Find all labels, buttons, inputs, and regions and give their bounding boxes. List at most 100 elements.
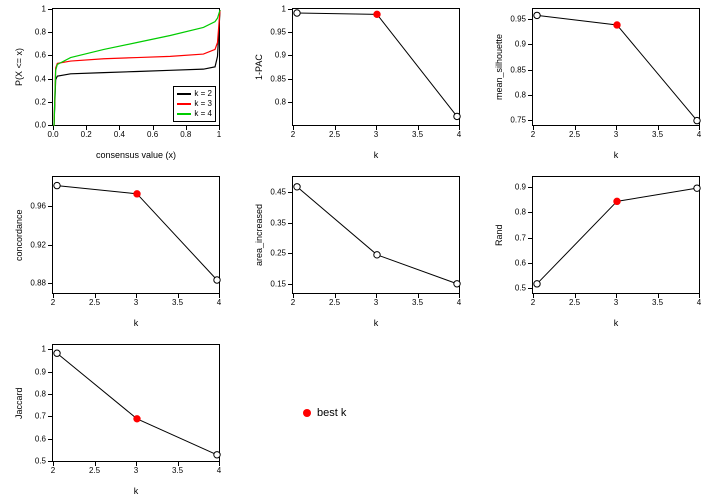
plot-area — [292, 8, 460, 126]
ytick-label: 0.8 — [26, 390, 46, 399]
xtick-label: 2 — [531, 298, 535, 307]
legend-swatch — [177, 93, 191, 95]
xtick-label: 3 — [614, 130, 618, 139]
xtick-label: 4 — [697, 130, 701, 139]
xtick-label: 3.5 — [412, 130, 423, 139]
ytick-label: 0.7 — [506, 233, 526, 242]
data-point — [214, 277, 220, 283]
series-line — [537, 15, 697, 120]
xtick-label: 2.5 — [569, 130, 580, 139]
panel-jaccard: 0.50.60.70.80.9122.533.54Jaccardk — [0, 336, 240, 504]
xtick-label: 3 — [614, 298, 618, 307]
plot-svg — [533, 9, 701, 127]
ytick-label: 1 — [26, 5, 46, 14]
panel-legend: best k — [240, 336, 480, 504]
series-line — [57, 186, 217, 280]
ytick-label: 1 — [266, 5, 286, 14]
xtick-label: 1 — [217, 130, 221, 139]
best-k-point — [134, 416, 140, 422]
plot-area — [52, 344, 220, 462]
cdf-legend: k = 2k = 3k = 4 — [173, 86, 216, 122]
best-k-legend: best k — [300, 406, 346, 420]
panel-mean-silhouette: 0.750.80.850.90.9522.533.54mean_silhouet… — [480, 0, 720, 168]
ytick-label: 0.6 — [26, 434, 46, 443]
data-point — [54, 182, 60, 188]
ytick-label: 0.25 — [266, 249, 286, 258]
xtick-label: 2.5 — [329, 130, 340, 139]
plot-svg — [293, 9, 461, 127]
y-axis-label: mean_silhouette — [494, 8, 504, 126]
xtick-label: 2.5 — [329, 298, 340, 307]
panel-area-increased: 0.150.250.350.4522.533.54area_increasedk — [240, 168, 480, 336]
data-point — [294, 10, 300, 16]
x-axis-label: k — [52, 486, 220, 496]
plot-area — [292, 176, 460, 294]
best-k-point — [134, 191, 140, 197]
data-point — [534, 12, 540, 18]
ytick-label: 0.9 — [26, 367, 46, 376]
ytick-label: 1 — [26, 345, 46, 354]
xtick-label: 3 — [374, 130, 378, 139]
data-point — [534, 281, 540, 287]
panel-cdf: 0.00.20.40.60.810.00.20.40.60.81P(X <= x… — [0, 0, 240, 168]
ytick-label: 0.5 — [506, 283, 526, 292]
data-point — [454, 113, 460, 119]
xtick-label: 2 — [51, 298, 55, 307]
plot-area — [52, 176, 220, 294]
legend-swatch — [177, 113, 191, 115]
y-axis-label: Jaccard — [14, 344, 24, 462]
xtick-label: 0.2 — [81, 130, 92, 139]
data-point — [294, 184, 300, 190]
data-point — [214, 452, 220, 458]
plot-svg — [53, 345, 221, 463]
x-axis-label: k — [292, 150, 460, 160]
xtick-label: 3.5 — [412, 298, 423, 307]
ytick-label: 0.35 — [266, 218, 286, 227]
x-axis-label: k — [532, 318, 700, 328]
xtick-label: 0.6 — [147, 130, 158, 139]
panel-empty — [480, 336, 720, 504]
y-axis-label: area_increased — [254, 176, 264, 294]
panel-grid: 0.00.20.40.60.810.00.20.40.60.81P(X <= x… — [0, 0, 720, 504]
x-axis-label: consensus value (x) — [52, 150, 220, 160]
plot-svg — [53, 177, 221, 295]
xtick-label: 2.5 — [89, 298, 100, 307]
data-point — [374, 252, 380, 258]
ytick-label: 0.45 — [266, 188, 286, 197]
ytick-label: 0.85 — [266, 74, 286, 83]
xtick-label: 4 — [217, 298, 221, 307]
legend-label: best k — [317, 407, 346, 419]
ytick-label: 0.9 — [266, 51, 286, 60]
ytick-label: 0.96 — [26, 202, 46, 211]
xtick-label: 0.4 — [114, 130, 125, 139]
ytick-label: 0.75 — [506, 115, 526, 124]
best-k-point — [374, 11, 380, 17]
data-point — [694, 117, 700, 123]
legend-marker-icon — [303, 409, 311, 417]
ytick-label: 0.95 — [506, 15, 526, 24]
xtick-label: 4 — [217, 466, 221, 475]
legend-item: best k — [300, 406, 346, 420]
xtick-label: 4 — [457, 298, 461, 307]
y-axis-label: concordance — [14, 176, 24, 294]
x-axis-label: k — [52, 318, 220, 328]
ytick-label: 0.8 — [506, 208, 526, 217]
ytick-label: 0.2 — [26, 97, 46, 106]
ytick-label: 0.88 — [26, 279, 46, 288]
series-line — [297, 13, 457, 116]
panel-concordance: 0.880.920.9622.533.54concordancek — [0, 168, 240, 336]
xtick-label: 3 — [134, 466, 138, 475]
ytick-label: 0.8 — [506, 90, 526, 99]
ytick-label: 0.8 — [266, 97, 286, 106]
xtick-label: 3.5 — [172, 466, 183, 475]
data-point — [54, 350, 60, 356]
xtick-label: 0.0 — [47, 130, 58, 139]
x-axis-label: k — [292, 318, 460, 328]
ytick-label: 0.6 — [506, 258, 526, 267]
legend-item: k = 4 — [177, 109, 212, 119]
ytick-label: 0.9 — [506, 183, 526, 192]
plot-svg — [293, 177, 461, 295]
best-k-point — [614, 198, 620, 204]
xtick-label: 2 — [531, 130, 535, 139]
legend-label: k = 3 — [194, 99, 212, 109]
